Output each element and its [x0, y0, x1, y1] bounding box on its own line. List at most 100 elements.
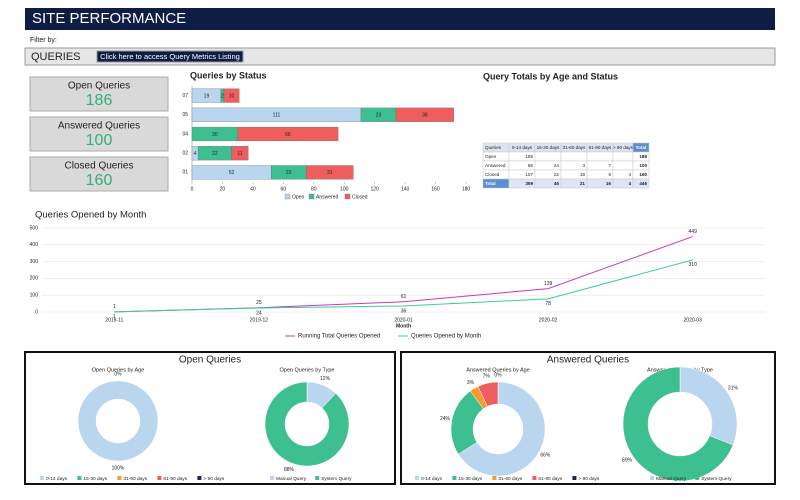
donut-slice	[264, 381, 350, 467]
table-header: 15-30 days	[537, 145, 560, 150]
data-label: 24	[256, 310, 262, 316]
x-tick-label: 2020-03	[684, 317, 703, 323]
legend-label: Answered	[316, 194, 338, 200]
bar-segment	[306, 165, 354, 180]
legend-label: System Query	[321, 476, 352, 482]
data-label: 78	[545, 301, 551, 307]
legend-label: Queries Opened by Month	[411, 334, 481, 340]
data-label: 4	[194, 151, 197, 157]
legend-label: 15-30 days	[83, 476, 107, 482]
y-tick-label: 05	[182, 112, 188, 118]
legend-swatch	[415, 476, 419, 480]
table-header: 0-14 days	[512, 145, 533, 150]
data-label: 3%	[467, 380, 475, 386]
legend-swatch	[650, 476, 654, 480]
table-value: 3	[582, 163, 585, 168]
x-tick-label: 100	[340, 186, 349, 192]
y-tick-label: 200	[30, 276, 39, 282]
listing-button[interactable]	[96, 50, 244, 63]
table-cell	[560, 151, 588, 162]
kpi-label: Answered Queries	[58, 121, 140, 132]
x-tick-label: 80	[311, 186, 317, 192]
table-value: 66	[528, 163, 534, 168]
table-header: 61-90 days	[589, 145, 612, 150]
table-cell	[612, 160, 634, 171]
section-title: QUERIES	[31, 51, 81, 63]
legend-swatch	[270, 476, 274, 480]
legend-label: 0-14 days	[421, 476, 443, 482]
data-label: 10	[229, 93, 235, 99]
legend-swatch	[308, 193, 315, 200]
panel	[400, 351, 776, 485]
data-label: 23	[286, 170, 292, 176]
bar-segment	[395, 107, 454, 122]
y-tick-label: 400	[30, 242, 39, 248]
chart-title: Open Queries by Age	[92, 367, 145, 373]
table-cell	[586, 151, 614, 162]
table-value: Answered	[485, 163, 506, 168]
table-value: 186	[639, 154, 647, 159]
legend-swatch	[157, 476, 162, 480]
legend-label: Closed	[352, 194, 368, 200]
chart-title: Queries Opened by Month	[35, 210, 146, 221]
legend-label: 61-90 days	[163, 476, 187, 482]
legend-label: > 90 days	[578, 476, 600, 482]
legend-label: 0-14 days	[46, 476, 68, 482]
panel-title: Open Queries	[179, 355, 241, 366]
chart-title: Queries by Status	[190, 70, 267, 80]
data-label: 19	[204, 93, 210, 99]
data-label: 11	[237, 151, 242, 157]
x-tick-label: 40	[250, 186, 256, 192]
table-cell	[632, 178, 650, 189]
legend-swatch	[492, 476, 497, 480]
legend-swatch	[315, 476, 320, 480]
donut-slice	[77, 380, 159, 462]
table-header: Queries	[485, 145, 502, 150]
legend-swatch	[532, 476, 537, 480]
data-label: 25	[256, 300, 262, 306]
legend-swatch	[117, 476, 122, 480]
data-label: 139	[544, 281, 553, 287]
panel	[24, 351, 396, 485]
data-label: 30	[212, 132, 218, 138]
bar-segment	[231, 146, 249, 161]
filter-label: Filter by:	[30, 37, 57, 44]
table-value: 4	[628, 172, 631, 177]
x-tick-label: 2020-02	[539, 317, 558, 323]
legend-label: 31-60 days	[123, 476, 147, 482]
data-label: 111	[273, 113, 281, 119]
table-header: > 90 days	[613, 145, 634, 150]
x-tick-label: 120	[370, 186, 379, 192]
donut-slice	[457, 381, 546, 477]
data-label: 0%	[114, 371, 122, 377]
table-value: 4	[628, 181, 631, 186]
data-label: 23	[376, 113, 382, 119]
x-tick-label: 160	[431, 186, 440, 192]
data-label: 31%	[728, 385, 739, 391]
line-series	[114, 259, 693, 313]
kpi-label: Closed Queries	[65, 161, 134, 172]
donut-slice	[622, 366, 734, 482]
table-cell	[612, 151, 634, 162]
data-label: 31	[327, 170, 333, 176]
table-header: Total	[636, 145, 647, 150]
x-tick-label: 20	[220, 186, 226, 192]
table-value: 107	[525, 172, 533, 177]
x-tick-label: 0	[191, 186, 194, 192]
y-tick-label: 0	[35, 309, 38, 315]
chart-title: Answered Queries by Age	[466, 367, 530, 373]
table-value: 446	[639, 181, 647, 186]
y-tick-label: 04	[182, 131, 188, 137]
kpi-value: 160	[86, 172, 113, 189]
kpi-box	[29, 156, 169, 192]
legend-label: System Query	[701, 476, 732, 482]
table-value: 22	[554, 172, 560, 177]
listing-button-label[interactable]: Click here to access Query Metrics Listi…	[100, 52, 240, 61]
data-label: 100%	[112, 465, 125, 471]
legend-swatch	[197, 476, 202, 480]
donut-slice	[679, 366, 738, 446]
chart-title: Open Queries by Type	[280, 367, 335, 373]
table-value: Open	[485, 154, 497, 159]
table-title: Query Totals by Age and Status	[483, 71, 618, 81]
legend-label: 15-30 days	[458, 476, 482, 482]
